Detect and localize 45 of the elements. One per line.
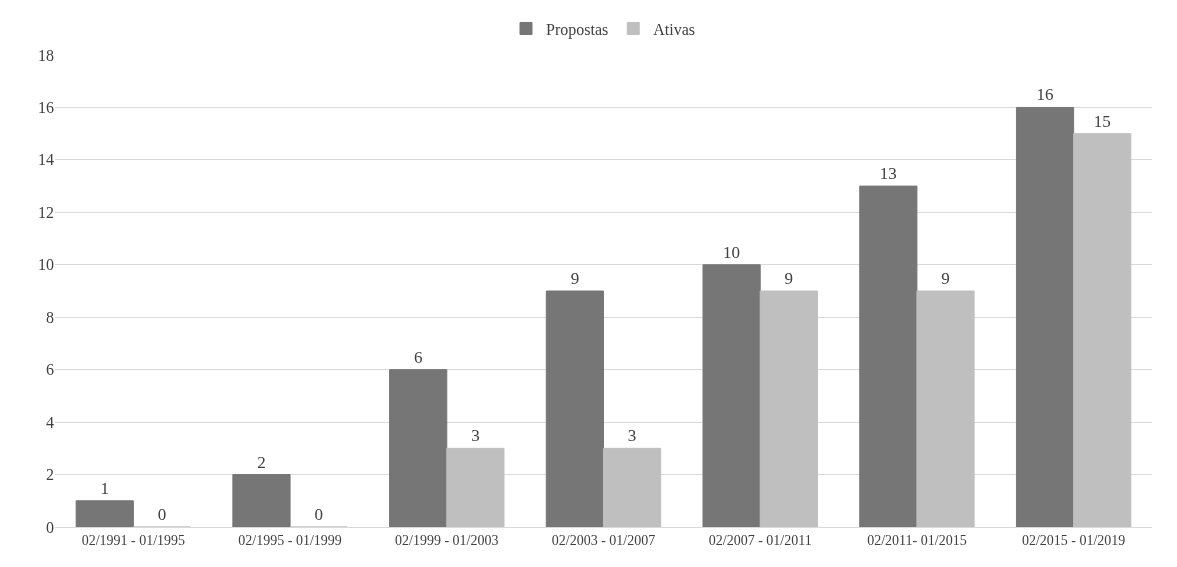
y-tick-label: 12 — [38, 203, 54, 221]
x-tick-label: 02/2007 - 01/2011 — [708, 532, 812, 548]
legend-label: Propostas — [546, 20, 609, 39]
data-label: 2 — [257, 452, 266, 472]
bar — [232, 474, 291, 527]
bar — [75, 500, 134, 527]
bar — [916, 290, 975, 527]
x-tick-label: 02/2011- 01/2015 — [867, 532, 967, 548]
data-label: 3 — [471, 426, 480, 446]
data-label: 9 — [784, 269, 794, 288]
data-label: 6 — [413, 347, 423, 367]
x-tick-label: 02/1991 - 01/1995 — [81, 532, 186, 548]
legend-label: Ativas — [653, 20, 696, 38]
x-tick-label: 02/1995 - 01/1999 — [238, 532, 342, 548]
x-tick-label: 02/2015 - 01/2019 — [1021, 532, 1126, 548]
y-tick-label: 2 — [46, 466, 54, 484]
data-label: 1 — [100, 478, 110, 498]
bar — [389, 369, 448, 527]
data-label: 10 — [723, 242, 741, 262]
bar — [859, 185, 918, 527]
bar — [603, 447, 662, 527]
y-tick-label: 16 — [38, 99, 54, 117]
bar — [1015, 106, 1075, 527]
data-label: 15 — [1093, 111, 1111, 131]
bar — [759, 290, 818, 527]
data-label: 13 — [879, 164, 897, 184]
bar — [702, 264, 761, 527]
y-tick-label: 14 — [38, 151, 54, 169]
data-label: 0 — [314, 505, 323, 524]
y-tick-label: 6 — [46, 361, 54, 379]
data-label: 3 — [627, 426, 637, 446]
y-tick-label: 10 — [38, 256, 54, 274]
x-tick-label: 02/2003 - 01/2007 — [551, 532, 656, 548]
y-tick-label: 4 — [46, 413, 54, 431]
y-tick-label: 18 — [38, 46, 54, 64]
data-label: 9 — [570, 269, 580, 288]
data-label: 0 — [157, 505, 167, 524]
data-label: 9 — [941, 269, 950, 288]
y-tick-label: 0 — [46, 518, 54, 536]
bar — [545, 290, 604, 527]
x-tick-label: 02/1999 - 01/2003 — [395, 532, 499, 548]
data-label: 16 — [1036, 85, 1054, 105]
bar — [446, 447, 505, 527]
bar — [1073, 133, 1132, 527]
y-tick-label: 8 — [46, 308, 54, 326]
